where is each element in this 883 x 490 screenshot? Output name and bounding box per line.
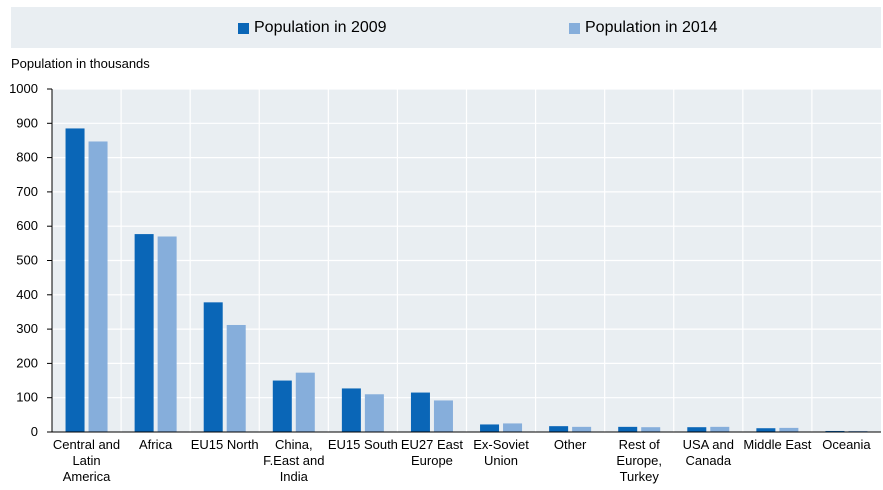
bar-2009 <box>341 388 361 432</box>
x-tick-label: Ex-Soviet Union <box>473 437 529 468</box>
y-tick-label: 800 <box>16 150 38 165</box>
legend-swatch-2009 <box>238 22 249 34</box>
bar-2009 <box>134 234 154 432</box>
x-tick-label: EU27 East Europe <box>401 437 464 468</box>
bar-2014 <box>503 423 523 432</box>
bar-2014 <box>157 236 177 432</box>
bar-2009 <box>203 302 223 432</box>
x-tick-label: USA and Canada <box>683 437 734 468</box>
bar-2009 <box>272 380 292 432</box>
x-tick-label: EU15 South <box>328 437 398 452</box>
legend-item-2009: Population in 2009 <box>238 19 387 37</box>
bar-2014 <box>226 324 246 432</box>
bar-2009 <box>549 426 569 432</box>
bar-2014 <box>364 394 384 432</box>
y-tick-label: 700 <box>16 184 38 199</box>
bar-2014 <box>641 427 661 432</box>
y-tick-label: 200 <box>16 355 38 370</box>
legend-label-2009: Population in 2009 <box>254 19 387 36</box>
x-tick-label: Africa <box>139 437 173 452</box>
bar-2009 <box>480 424 500 432</box>
y-axis-title: Population in thousands <box>11 56 150 71</box>
y-tick-label: 0 <box>31 424 38 439</box>
y-tick-label: 1000 <box>9 81 38 96</box>
x-tick-label: China, F.East and India <box>263 437 324 484</box>
bar-2009 <box>756 428 776 432</box>
legend-label-2014: Population in 2014 <box>585 19 718 36</box>
bar-2014 <box>88 141 108 432</box>
x-tick-label: Central and Latin America <box>53 437 120 484</box>
y-tick-label: 500 <box>16 253 38 268</box>
legend-swatch-2014 <box>569 22 580 34</box>
bar-2014 <box>848 430 868 432</box>
bar-2009 <box>410 392 430 432</box>
bar-2014 <box>433 400 453 432</box>
legend: Population in 2009 Population in 2014 <box>11 7 881 48</box>
bar-2009 <box>687 427 707 432</box>
x-tick-label: EU15 North <box>191 437 259 452</box>
y-tick-label: 400 <box>16 287 38 302</box>
bar-2009 <box>65 128 85 432</box>
legend-item-2014: Population in 2014 <box>569 19 718 37</box>
y-tick-label: 100 <box>16 390 38 405</box>
y-tick-label: 600 <box>16 218 38 233</box>
x-tick-label: Oceania <box>822 437 871 452</box>
x-tick-label: Rest of Europe, Turkey <box>616 437 662 484</box>
bar-2009 <box>618 426 638 432</box>
y-tick-label: 300 <box>16 321 38 336</box>
y-tick-label: 900 <box>16 115 38 130</box>
bar-2009 <box>825 430 845 432</box>
bar-2014 <box>779 427 799 432</box>
x-tick-label: Middle East <box>743 437 811 452</box>
x-tick-label: Other <box>554 437 587 452</box>
bar-2014 <box>710 426 730 432</box>
bar-2014 <box>572 426 592 432</box>
bar-2014 <box>295 372 315 432</box>
